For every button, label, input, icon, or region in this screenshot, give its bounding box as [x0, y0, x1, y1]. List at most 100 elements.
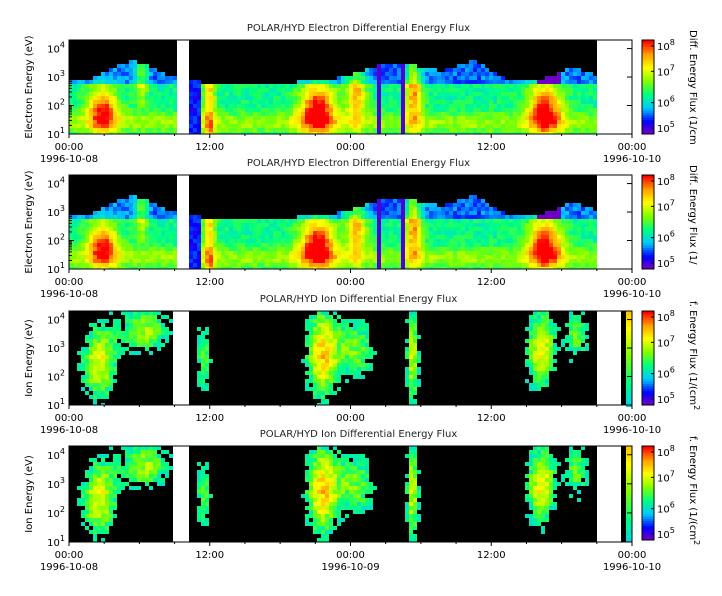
spectrogram-cell: [577, 104, 581, 108]
spectrogram-cell: [441, 84, 445, 88]
spectrogram-cell: [389, 108, 393, 112]
spectrogram-cell: [109, 179, 113, 183]
spectrogram-cell: [157, 207, 161, 211]
spectrogram-cell: [237, 239, 241, 243]
spectrogram-cell: [209, 263, 213, 267]
spectrogram-cell: [437, 40, 441, 44]
spectrogram-cell: [609, 68, 613, 72]
spectrogram-cell: [213, 179, 217, 183]
spectrogram-cell: [429, 68, 433, 72]
spectrogram-cell: [293, 199, 297, 203]
spectrogram-cell: [297, 48, 301, 52]
spectrogram-cell: [149, 92, 153, 96]
spectrogram-cell: [509, 124, 513, 128]
spectrogram-cell: [69, 92, 73, 96]
spectrogram-cell: [225, 231, 229, 235]
spectrogram-cell: [477, 56, 481, 60]
spectrogram-cell: [225, 227, 229, 231]
spectrogram-cell: [257, 44, 261, 48]
spectrogram-cell: [561, 116, 565, 120]
spectrogram-cell: [301, 52, 305, 56]
spectrogram-cell: [537, 112, 541, 116]
spectrogram-cell: [145, 84, 149, 88]
spectrogram-cell: [421, 76, 425, 80]
spectrogram-cell: [73, 68, 77, 72]
spectrogram-cell: [293, 48, 297, 52]
spectrogram-cell: [153, 128, 157, 132]
spectrogram-cell: [121, 195, 125, 199]
spectrogram-cell: [105, 84, 109, 88]
spectrogram-cell: [301, 191, 305, 195]
spectrogram-cell: [509, 44, 513, 48]
spectrogram-cell: [209, 108, 213, 112]
spectrogram-cell: [473, 48, 477, 52]
spectrogram-cell: [205, 203, 209, 207]
spectrogram-cell: [297, 239, 301, 243]
spectrogram-cell: [293, 80, 297, 84]
spectrogram-cell: [601, 80, 605, 84]
spectrogram-cell: [617, 116, 621, 120]
spectrogram-cell: [177, 76, 181, 80]
spectrogram-cell: [521, 120, 525, 124]
spectrogram-cell: [537, 104, 541, 108]
spectrogram-cell: [453, 60, 457, 64]
spectrogram-cell: [313, 76, 317, 80]
spectrogram-cell: [161, 175, 165, 179]
spectrogram-cell: [81, 195, 85, 199]
spectrogram-cell: [85, 243, 89, 247]
spectrogram-cell: [129, 80, 133, 84]
spectrogram-cell: [593, 128, 597, 132]
spectrogram-cell: [129, 207, 133, 211]
spectrogram-cell: [197, 72, 201, 76]
spectrogram-cell: [201, 44, 205, 48]
spectrogram-cell: [125, 239, 129, 243]
spectrogram-cell: [437, 48, 441, 52]
spectrogram-cell: [129, 247, 133, 251]
spectrogram-cell: [569, 88, 573, 92]
spectrogram-cell: [89, 179, 93, 183]
spectrogram-cell: [385, 40, 389, 44]
spectrogram-cell: [305, 64, 309, 68]
spectrogram-cell: [249, 227, 253, 231]
spectrogram-cell: [269, 183, 273, 187]
spectrogram-cell: [441, 56, 445, 60]
spectrogram-cell: [445, 104, 449, 108]
spectrogram-cell: [125, 120, 129, 124]
spectrogram-cell: [405, 40, 409, 44]
spectrogram-cell: [449, 52, 453, 56]
spectrogram-cell: [85, 52, 89, 56]
spectrogram-cell: [245, 227, 249, 231]
spectrogram-cell: [593, 108, 597, 112]
spectrogram-cell: [89, 219, 93, 223]
spectrogram-cell: [349, 112, 353, 116]
spectrogram-cell: [309, 247, 313, 251]
spectrogram-cell: [117, 259, 121, 263]
spectrogram-cell: [105, 68, 109, 72]
spectrogram-cell: [189, 263, 193, 267]
spectrogram-cell: [441, 40, 445, 44]
spectrogram-cell: [433, 88, 437, 92]
spectrogram-cell: [313, 231, 317, 235]
spectrogram-cell: [145, 96, 149, 100]
spectrogram-cell: [381, 104, 385, 108]
spectrogram-cell: [129, 231, 133, 235]
spectrogram-cell: [513, 112, 517, 116]
spectrogram-cell: [385, 76, 389, 80]
spectrogram-cell: [345, 76, 349, 80]
spectrogram-cell: [445, 68, 449, 72]
spectrogram-cell: [489, 60, 493, 64]
spectrogram-cell: [285, 223, 289, 227]
spectrogram-cell: [117, 243, 121, 247]
spectrogram-cell: [113, 56, 117, 60]
spectrogram-cell: [529, 68, 533, 72]
spectrogram-cell: [121, 80, 125, 84]
spectrogram-cell: [213, 120, 217, 124]
spectrogram-cell: [593, 100, 597, 104]
spectrogram-cell: [621, 92, 625, 96]
spectrogram-cell: [413, 56, 417, 60]
spectrogram-cell: [501, 88, 505, 92]
spectrogram-cell: [265, 76, 269, 80]
spectrogram-cell: [217, 60, 221, 64]
spectrogram-cell: [145, 227, 149, 231]
spectrogram-cell: [85, 60, 89, 64]
